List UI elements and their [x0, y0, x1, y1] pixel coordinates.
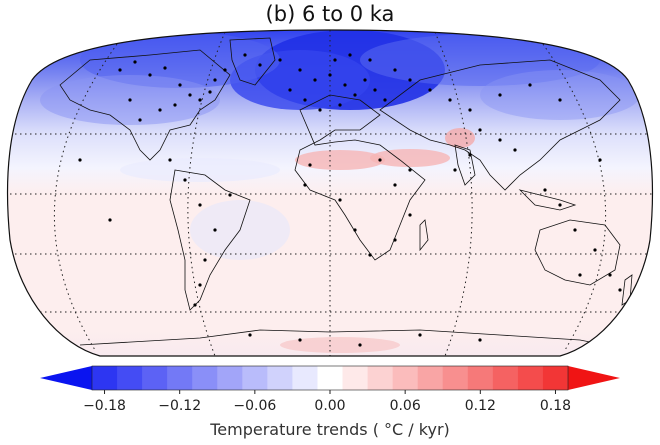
map-boundary	[6, 29, 654, 357]
colorbar-extend-min	[40, 366, 92, 390]
colorbar-bin	[267, 366, 293, 390]
colorbar-bin	[467, 366, 494, 390]
colorbar-tick-label: −0.18	[83, 398, 126, 414]
colorbar-bin	[292, 366, 318, 390]
colorbar-tick-label: 0.18	[540, 398, 571, 414]
temperature-field	[7, 30, 653, 356]
world-map	[6, 29, 654, 357]
colorbar-bin	[92, 366, 118, 390]
proxy-sites	[78, 53, 622, 347]
colorbar-bin	[167, 366, 193, 390]
colorbar-bin	[492, 366, 519, 390]
graticule	[7, 30, 653, 356]
colorbar-bin	[317, 366, 344, 390]
colorbar-bin	[517, 366, 544, 390]
colorbar-bin	[192, 366, 218, 390]
colorbar-tick-label: −0.12	[158, 398, 201, 414]
colorbar-bin	[217, 366, 243, 390]
colorbar-ticks: −0.18 −0.12 −0.06 0.00 0.06 0.12 0.18	[83, 390, 571, 414]
colorbar-tick-label: 0.00	[314, 398, 345, 414]
colorbar-bin	[117, 366, 143, 390]
colorbar-bin	[442, 366, 469, 390]
colorbar-bin	[142, 366, 168, 390]
colorbar-bin	[417, 366, 444, 390]
colorbar-bin	[242, 366, 268, 390]
colorbar-segments	[92, 366, 569, 390]
colorbar-extend-max	[568, 366, 620, 390]
colorbar-bin	[367, 366, 394, 390]
map-title: (b) 6 to 0 ka	[265, 2, 395, 26]
colorbar: −0.18 −0.12 −0.06 0.00 0.06 0.12 0.18	[0, 360, 660, 424]
colorbar-tick-label: −0.06	[233, 398, 276, 414]
colorbar-bin	[542, 366, 569, 390]
colorbar-label: Temperature trends ( °C / kyr)	[210, 420, 450, 439]
colorbar-tick-label: 0.12	[465, 398, 496, 414]
colorbar-tick-label: 0.06	[390, 398, 421, 414]
colorbar-bin	[342, 366, 369, 390]
colorbar-bin	[392, 366, 419, 390]
